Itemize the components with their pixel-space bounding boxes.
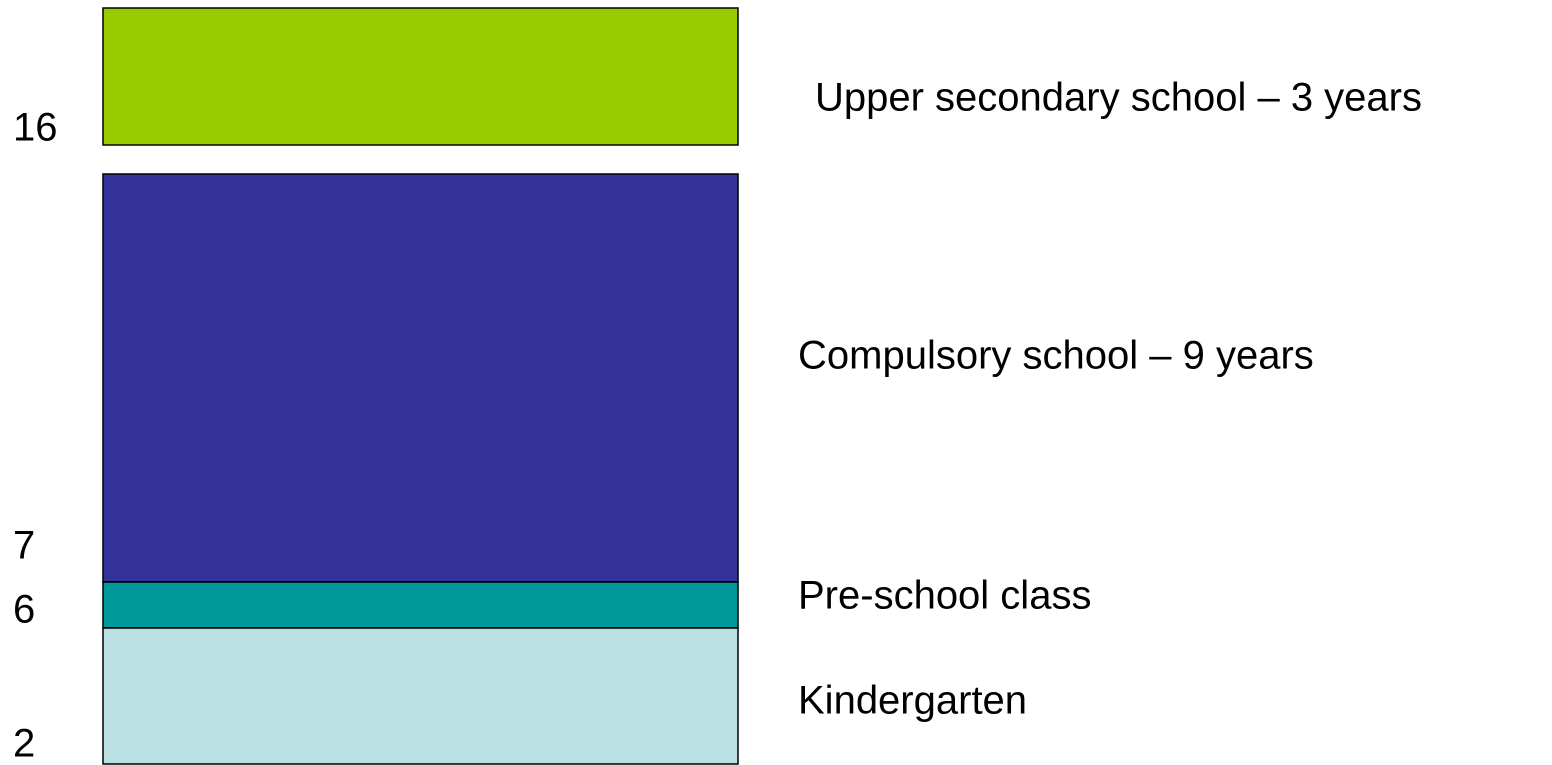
block-label: Compulsory school – 9 years bbox=[798, 334, 1314, 378]
block bbox=[102, 7, 739, 146]
block-label: Pre-school class bbox=[798, 574, 1091, 618]
age-label: 2 bbox=[13, 722, 35, 765]
block bbox=[102, 173, 739, 583]
block bbox=[102, 581, 739, 629]
block bbox=[102, 627, 739, 765]
age-label: 16 bbox=[13, 106, 58, 150]
age-label: 6 bbox=[13, 588, 35, 632]
age-label: 7 bbox=[13, 524, 35, 568]
block-label: Kindergarten bbox=[798, 679, 1027, 723]
block-label: Upper secondary school – 3 years bbox=[815, 76, 1422, 120]
